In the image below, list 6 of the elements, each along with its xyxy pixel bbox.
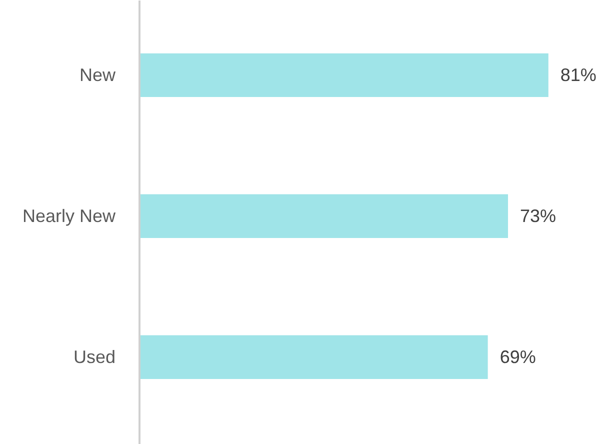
y-tick-label: Used — [73, 347, 116, 368]
y-tick-label: Nearly New — [22, 206, 116, 226]
data-label: 73% — [520, 206, 556, 226]
data-label: 81% — [560, 65, 596, 86]
y-tick-label: New — [79, 65, 116, 86]
data-label: 69% — [500, 347, 536, 368]
